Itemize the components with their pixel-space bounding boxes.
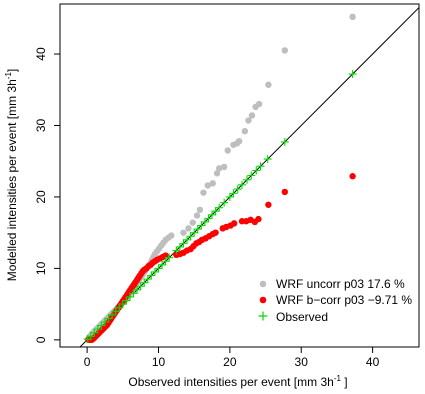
bcorr-point: [255, 215, 262, 223]
observed-point: [125, 292, 134, 301]
uncorr-point: [185, 225, 192, 232]
observed-point: [140, 278, 149, 287]
observed-point: [104, 314, 113, 323]
observed-point: [263, 155, 272, 164]
observed-point: [165, 253, 174, 262]
observed-point: [348, 70, 357, 79]
observed-point: [200, 217, 209, 226]
legend-marker-observed: [258, 311, 268, 321]
uncorr-point: [349, 13, 356, 21]
uncorr-point: [168, 232, 175, 239]
observed-point: [129, 289, 138, 298]
uncorr-point: [213, 170, 221, 177]
uncorr-point: [204, 182, 211, 189]
observed-point: [154, 264, 163, 273]
one-to-one-line: [79, 6, 419, 347]
observed-point: [208, 210, 217, 219]
bcorr-point: [230, 220, 238, 227]
legend-label-uncorr: WRF uncorr p03 17.6 %: [276, 277, 405, 291]
x-tick-label: 30: [295, 355, 309, 369]
x-tick-label: 40: [366, 355, 380, 369]
y-tick-label: 20: [34, 190, 48, 204]
legend-label-observed: Observed: [276, 310, 328, 324]
uncorr-point: [196, 206, 204, 213]
uncorr-point: [281, 47, 289, 54]
legend: WRF uncorr p03 17.6 % WRF b−corr p03 −9.…: [258, 277, 412, 324]
observed-point: [247, 171, 256, 180]
observed-point: [97, 321, 106, 330]
uncorr-point: [189, 219, 196, 226]
observed-point: [147, 271, 156, 280]
observed-point: [158, 260, 167, 269]
observed-point: [122, 296, 131, 305]
uncorr-point: [180, 229, 187, 236]
plot-frame: [59, 3, 420, 348]
observed-point: [172, 246, 181, 255]
y-axis-label: Modelled intensities per event [mm 3h-1]: [4, 69, 19, 282]
uncorr-point: [245, 117, 252, 124]
observed-point: [179, 239, 188, 248]
uncorr-point: [248, 112, 256, 119]
observed-point: [118, 300, 127, 309]
uncorr-point: [200, 189, 207, 196]
legend-marker-bcorr: [259, 296, 267, 304]
observed-point: [197, 221, 206, 230]
observed-point: [186, 232, 195, 241]
observed-point: [237, 180, 246, 189]
uncorr-point: [224, 147, 231, 154]
observed-point: [175, 242, 184, 251]
observed-point: [252, 166, 261, 175]
observed-point: [150, 267, 159, 276]
observed-point: [211, 207, 220, 216]
observed-point: [111, 307, 120, 316]
uncorr-point: [215, 165, 223, 172]
observed-point: [136, 282, 145, 291]
observed-point: [115, 303, 124, 312]
observed-point: [229, 189, 238, 198]
x-tick-label: 10: [152, 355, 166, 369]
x-tick-label: 20: [223, 355, 237, 369]
observed-point: [242, 175, 251, 184]
observed-point: [143, 275, 152, 284]
observed-point: [190, 228, 199, 237]
uncorr-point: [193, 212, 201, 219]
bcorr-point: [265, 201, 272, 208]
x-axis-label: Observed intensities per event [mm 3h-1 …: [128, 374, 347, 389]
uncorr-point: [265, 81, 272, 88]
y-tick-label: 10: [34, 261, 48, 275]
uncorr-point: [220, 163, 228, 171]
y-tick-label: 30: [34, 118, 48, 132]
bcorr-point: [212, 229, 219, 236]
observed-point: [256, 162, 265, 171]
observed-point: [161, 257, 170, 266]
observed-point: [108, 310, 117, 319]
observed-point: [93, 325, 102, 334]
uncorr-point: [255, 100, 263, 108]
observed-point: [280, 137, 289, 146]
x-tick-label: 0: [84, 355, 91, 369]
observed-point: [183, 235, 192, 244]
uncorr-point: [209, 180, 216, 187]
legend-label-bcorr: WRF b−corr p03 −9.71 %: [276, 293, 412, 307]
uncorr-point: [241, 127, 249, 135]
bcorr-point: [281, 188, 289, 196]
observed-point: [233, 185, 242, 194]
observed-point: [133, 285, 142, 294]
uncorr-point: [235, 138, 243, 145]
observed-point: [86, 332, 95, 341]
observed-point: [204, 214, 213, 223]
observed-point: [225, 192, 234, 201]
bcorr-point: [349, 173, 356, 180]
observed-point: [100, 317, 109, 326]
observed-point: [220, 198, 229, 207]
legend-marker-uncorr: [259, 280, 267, 288]
observed-point: [90, 328, 99, 337]
observed-point: [215, 203, 224, 212]
observed-point: [193, 225, 202, 234]
y-tick-label: 0: [34, 336, 48, 343]
y-tick-label: 40: [34, 47, 48, 61]
